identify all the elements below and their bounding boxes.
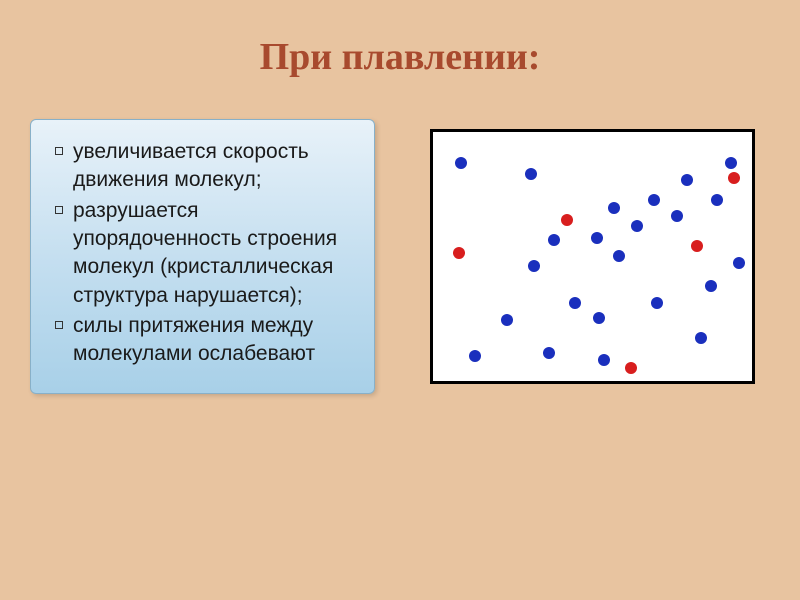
page-title: При плавлении:: [0, 0, 800, 79]
molecule-dot: [613, 250, 625, 262]
molecule-dot: [469, 350, 481, 362]
molecule-dot: [528, 260, 540, 272]
molecule-dot: [691, 240, 703, 252]
molecule-dot: [548, 234, 560, 246]
molecule-dot: [733, 257, 745, 269]
molecule-dot: [543, 347, 555, 359]
list-item: разрушается упорядоченность строения мол…: [55, 197, 354, 310]
molecule-dot: [561, 214, 573, 226]
square-bullet-icon: [55, 321, 63, 329]
molecule-dot: [453, 247, 465, 259]
molecule-dot: [711, 194, 723, 206]
square-bullet-icon: [55, 206, 63, 214]
molecule-scatter-diagram: [430, 129, 755, 384]
molecule-dot: [525, 168, 537, 180]
molecule-dot: [651, 297, 663, 309]
molecule-dot: [671, 210, 683, 222]
molecule-dot: [681, 174, 693, 186]
square-bullet-icon: [55, 147, 63, 155]
list-item-text: увеличивается скорость движения молекул;: [73, 138, 354, 195]
molecule-dot: [591, 232, 603, 244]
molecule-dot: [455, 157, 467, 169]
molecule-dot: [705, 280, 717, 292]
list-item: увеличивается скорость движения молекул;: [55, 138, 354, 195]
molecule-dot: [631, 220, 643, 232]
list-item-text: силы притяжения между молекулами ослабев…: [73, 312, 354, 369]
bullet-list: увеличивается скорость движения молекул;…: [55, 138, 354, 369]
molecule-dot: [569, 297, 581, 309]
molecule-dot: [608, 202, 620, 214]
bullet-text-box: увеличивается скорость движения молекул;…: [30, 119, 375, 394]
molecule-dot: [695, 332, 707, 344]
molecule-dot: [725, 157, 737, 169]
molecule-dot: [501, 314, 513, 326]
molecule-dot: [625, 362, 637, 374]
list-item: силы притяжения между молекулами ослабев…: [55, 312, 354, 369]
molecule-dot: [648, 194, 660, 206]
content-area: увеличивается скорость движения молекул;…: [0, 79, 800, 394]
molecule-dot: [593, 312, 605, 324]
list-item-text: разрушается упорядоченность строения мол…: [73, 197, 354, 310]
molecule-dot: [728, 172, 740, 184]
molecule-dot: [598, 354, 610, 366]
